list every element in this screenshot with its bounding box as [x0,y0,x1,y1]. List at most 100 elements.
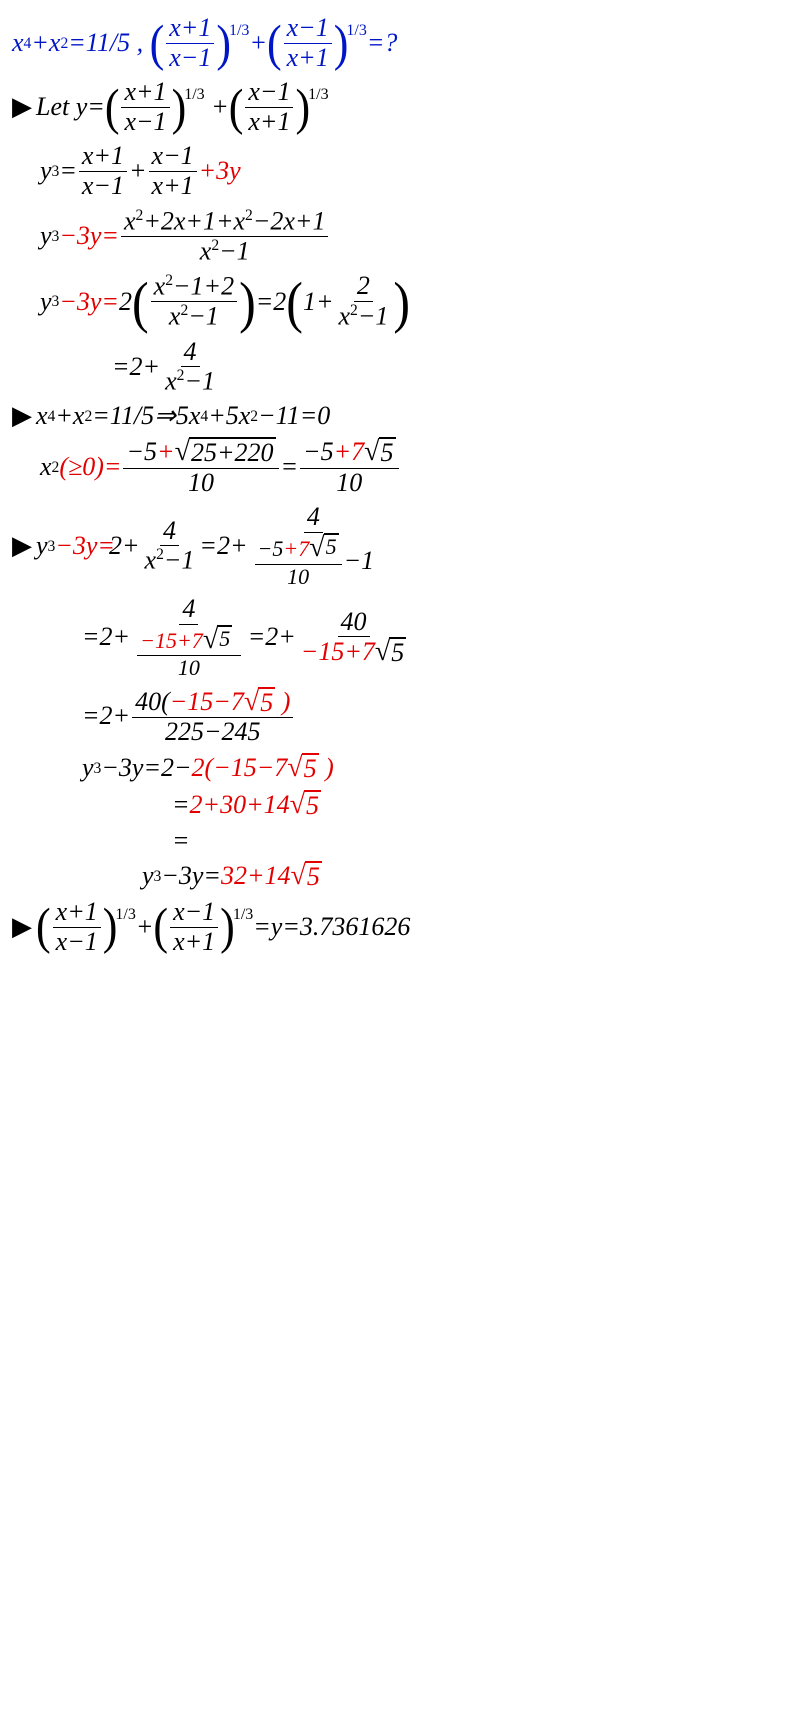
d: 10 [185,469,217,498]
x: x [124,206,136,235]
s: 2 [52,459,60,476]
let-line: ▶ Let y= x+1x−1 1/3 + x−1x+1 1/3 [12,78,788,136]
s: 4 [48,408,56,425]
x: x [145,546,157,575]
d: −15+75 [298,637,409,668]
e2: 1/3 [308,86,328,104]
line13: = 2+30+14 5 [172,790,788,821]
line8: x2 (≥0)= −5+25+220 10 = −5+75 10 [40,437,788,497]
x: x [36,402,48,431]
y: y [142,862,154,891]
nn: −5+75 [255,533,342,565]
e: = [172,827,190,856]
tri: ▶ [12,93,32,122]
n4: 4 [304,503,323,533]
line7: ▶ x4 + x2 =11/5⇒5x4 +5x2 −11=0 [12,402,788,431]
dd: 10 [284,565,312,589]
d: x2−1 [142,546,198,575]
p4: 4 [24,35,32,52]
n: 40 [338,608,370,638]
line12: y3 −3y =2− 2(−15−75 ) [82,753,788,784]
c: 3 [94,760,102,777]
x2: x [49,29,61,58]
a: 2( [192,753,214,782]
exp2: 1/3 [346,22,366,40]
dcomp: −5+7510 −1 [250,533,378,589]
rt: 5 [203,625,232,656]
line11: =2+ 40(−15−75 ) 225−245 [82,687,788,747]
m: −3y= [59,222,119,251]
r: =11/5⇒5x [92,402,200,431]
c: 3 [52,228,60,245]
d: x2−1 [335,302,391,331]
line5: y3 −3y= 2 x2−1+2 x2−1 =2 1+ 2 x2−1 [40,272,788,332]
n: 4 [160,517,179,547]
c: 3 [48,538,56,555]
t: 2 [119,288,132,317]
r: 2(−15−75 ) [192,753,334,784]
e: = [172,791,190,820]
d2: x+1 [149,172,197,201]
x: x [165,367,177,396]
tri: ▶ [12,532,32,561]
y3m3y-line: y3 −3y= x2+2x+1+x2−2x+1 x2−1 [40,207,788,267]
y: y [40,288,52,317]
y: y [40,222,52,251]
a: 40( [135,687,170,716]
t: 2+30+14 [190,790,290,819]
d: x2−1 [166,302,222,331]
paren-frac-2: x−1x+1 [267,14,348,72]
pf: x+1x−1 [36,898,117,956]
f2: 40 −15+75 [298,608,409,668]
p1: x2−1+2 x2−1 [132,272,256,332]
x: x [169,302,181,331]
p2: 1+ 2 x2−1 [286,272,410,331]
m: −1 [188,302,219,331]
tri: ▶ [12,913,32,942]
e: 1/3 [184,86,204,104]
e: =2− [143,754,191,783]
num: x+1 [166,14,214,44]
n: 4 [179,595,198,625]
s2: 2 [84,408,92,425]
c: 3 [52,293,60,310]
bigf: 4 −5+7510 −1 [250,503,378,589]
s: 2 [165,272,173,289]
bigfrac: x2+2x+1+x2−2x+1 x2−1 [121,207,329,267]
x: x [338,302,350,331]
p: + [136,913,154,942]
n: x−1 [170,898,218,928]
i: 5 [258,687,275,718]
line10: =2+ 4 −15+75 10 =2+ 40 −15+75 [82,595,788,681]
c: 3 [154,868,162,885]
d: −15+75 10 [132,625,246,681]
f2: −5+75 10 [300,437,398,497]
n: 2 [354,272,373,302]
in: 25+220 [189,437,276,468]
mo: −1 [344,547,375,576]
a: −5 [258,536,284,561]
f1: −5+25+220 10 [123,437,278,497]
r: 32+145 [221,861,322,892]
i: 5 [304,790,321,821]
twos: 2+ [109,532,140,561]
rt: 5 [291,861,322,892]
n: x−1 [245,78,293,108]
a: −5 [126,437,157,466]
m: −1 [358,302,389,331]
y: y [36,532,48,561]
plus: + [211,93,229,122]
exp1: 1/3 [229,22,249,40]
d: x−1 [53,928,101,957]
p: +7 [344,637,375,666]
a: −15 [140,628,177,653]
equals-q: =? [367,29,398,58]
p5: +5x [208,402,250,431]
y: y [82,754,94,783]
n: x2−1+2 [151,272,237,302]
rt: 5 [244,687,275,718]
ge: (≥0)= [59,453,121,482]
num: x2+2x+1+x2−2x+1 [121,207,329,237]
s: 2 [156,546,164,563]
rt: 5 [309,533,338,564]
